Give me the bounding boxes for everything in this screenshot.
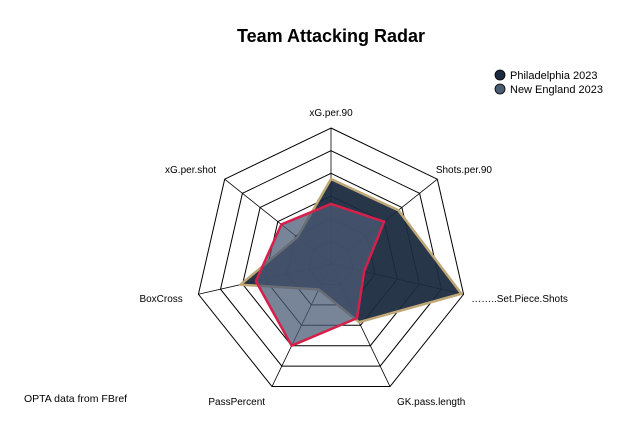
axis-label-6: BoxCross bbox=[139, 294, 182, 305]
grid-ring-6 bbox=[197, 127, 465, 388]
axis-label-7: xG.per.shot bbox=[165, 165, 216, 176]
legend: Philadelphia 2023 New England 2023 bbox=[494, 69, 603, 96]
axis-labels: xG.per.90 Shots.per.90 ……..Set.Piece.Shots… bbox=[139, 108, 567, 408]
series-area-new-england bbox=[254, 202, 386, 347]
axis-label-1: xG.per.90 bbox=[309, 108, 353, 119]
radar-series bbox=[239, 177, 463, 347]
axis-label-5: PassPercent bbox=[208, 397, 265, 408]
chart-title: Team Attacking Radar bbox=[237, 26, 425, 46]
axis-label-3: ……..Set.Piece.Shots bbox=[471, 294, 568, 305]
legend-marker-new-england bbox=[494, 83, 506, 95]
grid-ring-5 bbox=[219, 150, 443, 367]
legend-label-philadelphia: Philadelphia 2023 bbox=[510, 70, 597, 82]
source-caption: OPTA data from FBref bbox=[24, 393, 127, 405]
legend-label-new-england: New England 2023 bbox=[510, 84, 603, 96]
legend-marker-philadelphia bbox=[494, 69, 506, 81]
axis-label-4: GK.pass.length bbox=[397, 397, 465, 408]
axis-label-2: Shots.per.90 bbox=[436, 165, 493, 176]
